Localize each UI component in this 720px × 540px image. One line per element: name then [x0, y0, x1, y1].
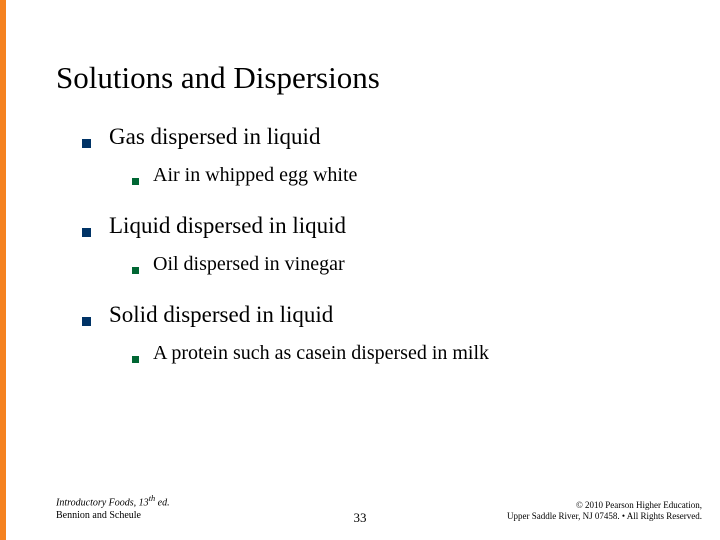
l2-text: A protein such as casein dispersed in mi… — [153, 342, 489, 365]
l1-text: Solid dispersed in liquid — [109, 302, 333, 328]
bullet-level1: Liquid dispersed in liquid — [82, 213, 680, 239]
copyright: © 2010 Pearson Higher Education, Upper S… — [507, 500, 702, 523]
footer: Introductory Foods, 13th ed. Bennion and… — [0, 490, 720, 526]
bullet-level2: A protein such as casein dispersed in mi… — [132, 342, 680, 365]
book-title-ed: ed. — [155, 497, 169, 508]
copyright-line1: © 2010 Pearson Higher Education, — [576, 500, 702, 510]
square-bullet-icon — [132, 178, 139, 185]
square-bullet-icon — [82, 139, 91, 148]
l1-text: Liquid dispersed in liquid — [109, 213, 346, 239]
slide: Solutions and Dispersions Gas dispersed … — [0, 0, 720, 540]
square-bullet-icon — [82, 228, 91, 237]
l1-text: Gas dispersed in liquid — [109, 124, 320, 150]
bullet-level2: Air in whipped egg white — [132, 164, 680, 187]
square-bullet-icon — [132, 356, 139, 363]
book-title: Introductory Foods, 13 — [56, 497, 149, 508]
copyright-line2: Upper Saddle River, NJ 07458. • All Righ… — [507, 511, 702, 521]
slide-title: Solutions and Dispersions — [56, 60, 680, 96]
bullet-level1: Gas dispersed in liquid — [82, 124, 680, 150]
bullet-level1: Solid dispersed in liquid — [82, 302, 680, 328]
l2-text: Air in whipped egg white — [153, 164, 357, 187]
bullet-level2: Oil dispersed in vinegar — [132, 253, 680, 276]
square-bullet-icon — [82, 317, 91, 326]
square-bullet-icon — [132, 267, 139, 274]
l2-text: Oil dispersed in vinegar — [153, 253, 345, 276]
